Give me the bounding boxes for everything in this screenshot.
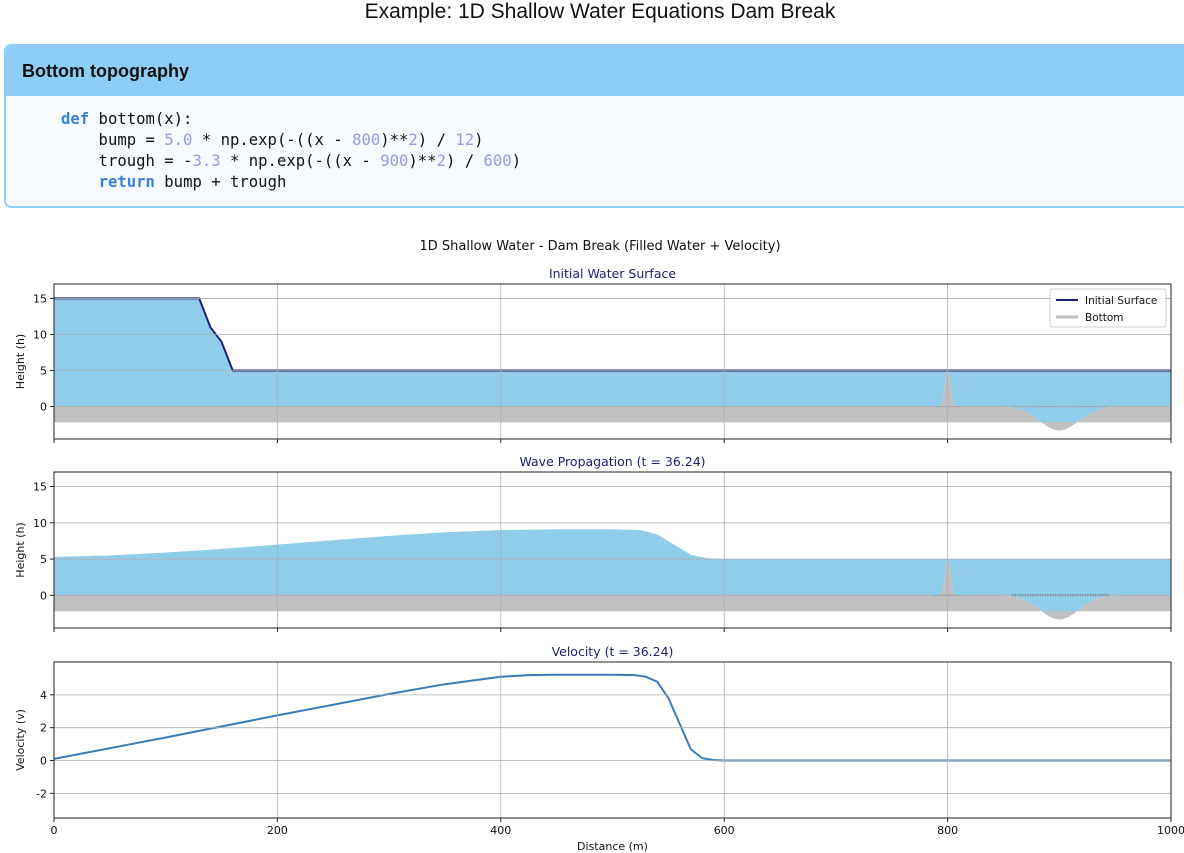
bottom-fill xyxy=(54,370,1171,431)
code-callout-title: Bottom topography xyxy=(22,61,189,81)
bottom-fill xyxy=(54,559,1171,620)
code-text: ) / xyxy=(445,152,484,170)
legend: Initial Surface Bottom xyxy=(1049,288,1167,328)
code-keyword: def xyxy=(61,110,90,128)
code-text: bump + trough xyxy=(154,173,287,191)
water-fill xyxy=(54,298,1171,431)
code-text: trough = - xyxy=(61,152,193,170)
code-line: def bottom(x): xyxy=(61,110,192,128)
axes-frame xyxy=(53,283,1172,440)
code-number: 600 xyxy=(483,152,512,170)
code-text: )** xyxy=(408,152,437,170)
code-number: 2 xyxy=(408,131,418,149)
code-text: bump = xyxy=(61,131,165,149)
code-line: trough = -3.3 * np.exp(-((x - 900)**2) /… xyxy=(61,152,522,170)
code-number: 800 xyxy=(352,131,381,149)
x-tick-label: 400 xyxy=(490,824,511,837)
code-text: ) xyxy=(474,131,484,149)
code-text: bottom(x): xyxy=(89,110,193,128)
code-text: ) xyxy=(511,152,522,170)
y-axis-label: Velocity (v) xyxy=(14,709,27,771)
y-tick-label: 15 xyxy=(33,292,47,305)
y-tick-label: 0 xyxy=(40,755,47,768)
y-tick-label: 0 xyxy=(40,589,47,602)
code-number: 5.0 xyxy=(164,131,193,149)
code-callout-header: Bottom topography xyxy=(6,46,1184,96)
code-listing: def bottom(x): bump = 5.0 * np.exp(-((x … xyxy=(61,109,521,193)
y-tick-label: 5 xyxy=(40,365,47,378)
code-text: )** xyxy=(380,131,409,149)
x-tick-label: 0 xyxy=(51,824,58,837)
y-tick-label: 5 xyxy=(40,553,47,566)
x-tick-label: 1000 xyxy=(1157,824,1184,837)
dam-break-figure: 1D Shallow Water - Dam Break (Filled Wat… xyxy=(14,239,1184,853)
code-line: return bump + trough xyxy=(61,173,287,191)
legend-label: Initial Surface xyxy=(1085,295,1157,307)
page-title: Example: 1D Shallow Water Equations Dam … xyxy=(364,0,836,23)
y-tick-label: 4 xyxy=(40,689,47,702)
velocity-line xyxy=(53,673,1171,762)
panel-title: Wave Propagation (t = 36.24) xyxy=(519,454,705,469)
panel-title: Initial Water Surface xyxy=(549,266,676,281)
x-tick-label: 800 xyxy=(937,824,958,837)
y-tick-label: 15 xyxy=(33,481,47,494)
code-number: 2 xyxy=(436,152,446,170)
x-axis-label: Distance (m) xyxy=(577,840,648,853)
code-number: 12 xyxy=(455,131,475,149)
code-number: 900 xyxy=(380,152,409,170)
code-line: bump = 5.0 * np.exp(-((x - 800)**2) / 12… xyxy=(61,131,484,149)
code-keyword: return xyxy=(98,173,155,191)
axes-frame xyxy=(53,661,1172,819)
code-text: * np.exp(-((x - xyxy=(220,152,381,170)
x-tick-label: 200 xyxy=(267,824,288,837)
panel-velocity: Velocity (t = 36.24) -2 0 2 4 Velocity (v) 0 20… xyxy=(14,644,1184,853)
water-fill xyxy=(54,529,1171,620)
code-callout: Bottom topography def bottom(x): bump = … xyxy=(4,44,1184,208)
legend-box xyxy=(1049,288,1167,328)
panel-wave: Wave Propagation (t = 36.24) 0 5 10 15 Height… xyxy=(14,454,1172,632)
code-text: * np.exp(-((x - xyxy=(192,131,353,149)
figure-suptitle: 1D Shallow Water - Dam Break (Filled Wat… xyxy=(419,239,780,254)
y-tick-label: 0 xyxy=(40,401,47,414)
code-text: ) / xyxy=(417,131,456,149)
y-tick-label: 2 xyxy=(40,722,47,735)
code-text xyxy=(61,173,99,191)
legend-label: Bottom xyxy=(1085,312,1124,324)
axes-frame xyxy=(53,471,1172,629)
code-number: 3.3 xyxy=(192,152,221,170)
panel-title: Velocity (t = 36.24) xyxy=(552,644,674,659)
y-tick-label: -2 xyxy=(36,787,47,800)
y-axis-label: Height (h) xyxy=(14,334,27,389)
y-tick-label: 10 xyxy=(33,328,47,341)
panel-initial: Initial Water Surface 0 5 10 15 Height (h) Ini… xyxy=(14,266,1172,443)
y-axis-label: Height (h) xyxy=(14,522,27,577)
x-tick-label: 600 xyxy=(714,824,735,837)
y-tick-label: 10 xyxy=(33,517,47,530)
